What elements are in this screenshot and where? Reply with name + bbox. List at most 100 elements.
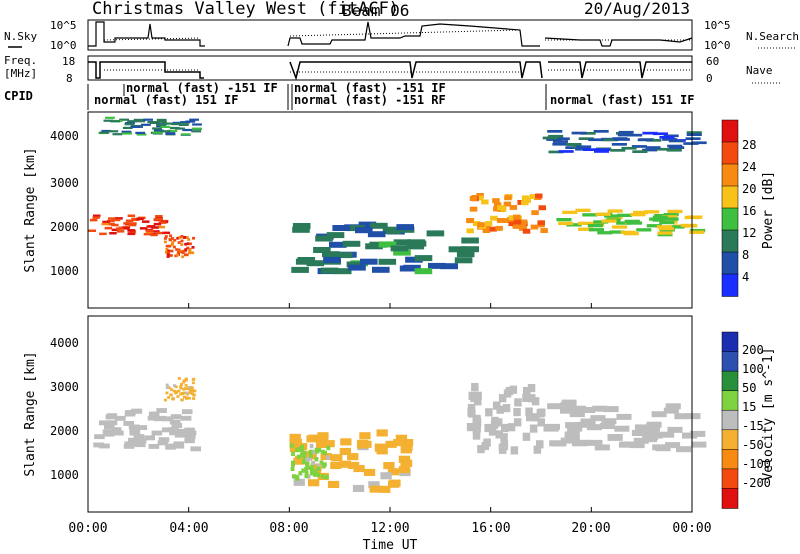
power-cell-3 xyxy=(454,257,473,264)
velocity-cell-4 xyxy=(503,389,512,398)
power-cell-5 xyxy=(577,221,593,225)
power-cell-0 xyxy=(132,218,140,221)
power-cell-5 xyxy=(630,213,646,217)
freq-strip-frame xyxy=(87,55,693,81)
power-cell-2 xyxy=(160,125,171,128)
power-cell-4 xyxy=(521,195,530,201)
power-cell-4 xyxy=(529,194,538,199)
power-cell-4 xyxy=(493,206,501,212)
velocity-cell-3 xyxy=(319,460,324,465)
power-cell-6 xyxy=(610,149,626,152)
power-cell-6 xyxy=(691,141,707,145)
velocity-cell-0 xyxy=(133,434,145,439)
power-cell-5 xyxy=(556,218,572,222)
velocity-cell-2 xyxy=(376,429,388,437)
power-cell-0 xyxy=(122,227,130,230)
power-cell-0 xyxy=(111,223,119,227)
power-cell-1 xyxy=(181,250,185,254)
power-cell-2 xyxy=(135,120,146,123)
power-cell-0 xyxy=(128,223,137,227)
velocity-cell-0 xyxy=(110,427,122,433)
time-tick-0800: 08:00 xyxy=(269,521,308,536)
nave-tick-high: 60 xyxy=(706,55,719,68)
power-cell-6 xyxy=(588,138,604,142)
velocity-cell-2 xyxy=(315,440,328,448)
velocity-cell-2 xyxy=(395,434,408,442)
velocity-cell-3 xyxy=(302,450,307,455)
velocity-cell-5 xyxy=(560,407,576,414)
power-cell-1 xyxy=(177,241,181,244)
power-cell-1 xyxy=(173,238,177,242)
power-cbar-label: Power [dB] xyxy=(761,171,776,249)
velocity-cell-1 xyxy=(191,388,195,392)
power-cell-2 xyxy=(121,130,132,133)
power-cell-2 xyxy=(167,129,178,132)
velocity-cell-5 xyxy=(651,411,667,418)
power-cell-0 xyxy=(129,222,137,225)
power-cell-1 xyxy=(180,243,184,246)
power-cell-5 xyxy=(612,225,628,229)
velocity-cell-4 xyxy=(537,418,545,427)
velocity-cell-4 xyxy=(502,404,511,413)
noise-strip-frame xyxy=(87,19,693,51)
power-cell-6 xyxy=(627,133,643,137)
velocity-cell-1 xyxy=(173,384,176,387)
power-cell-4 xyxy=(537,220,545,226)
velocity-colorbar-step-4 xyxy=(721,409,739,431)
power-cell-0 xyxy=(101,222,109,226)
time-tick-2000: 20:00 xyxy=(571,521,610,536)
power-cell-6 xyxy=(547,130,563,133)
velocity-cell-2 xyxy=(368,481,380,489)
power-cell-0 xyxy=(107,219,115,223)
power-panel-frame xyxy=(87,111,693,309)
velocity-cell-1 xyxy=(174,385,178,389)
power-cell-1 xyxy=(192,236,195,240)
velocity-cell-4 xyxy=(466,423,475,432)
velocity-cell-0 xyxy=(170,414,182,420)
velocity-cell-2 xyxy=(387,468,400,476)
power-cell-2 xyxy=(124,123,135,126)
power-cell-6 xyxy=(632,150,648,153)
velocity-cell-4 xyxy=(467,403,476,413)
velocity-cell-1 xyxy=(188,386,192,389)
power-cell-3 xyxy=(332,225,350,231)
power-cell-3 xyxy=(390,245,409,252)
velocity-cell-1 xyxy=(167,396,171,399)
velocity-cell-5 xyxy=(676,446,692,453)
velocity-cell-2 xyxy=(357,439,369,447)
power-cell-0 xyxy=(104,226,113,230)
power-cell-2 xyxy=(136,133,147,136)
velocity-cell-1 xyxy=(179,392,183,396)
velocity-cell-0 xyxy=(105,414,117,420)
velocity-cell-1 xyxy=(174,390,178,393)
power-cell-2 xyxy=(122,132,132,135)
velocity-cell-0 xyxy=(173,441,184,447)
velocity-cell-0 xyxy=(178,428,190,434)
power-cell-1 xyxy=(188,242,192,246)
power-cell-2 xyxy=(160,130,171,133)
time-tick-2400: 00:00 xyxy=(672,521,711,536)
power-cell-1 xyxy=(187,238,191,241)
velocity-cell-0 xyxy=(185,433,196,439)
velocity-cell-1 xyxy=(192,393,196,397)
power-cell-5 xyxy=(582,213,598,217)
velocity-cell-0 xyxy=(123,421,134,426)
power-cell-1 xyxy=(165,244,169,248)
power-cell-5 xyxy=(663,213,679,217)
nsearch-tick-high: 10^5 xyxy=(704,19,731,32)
velocity-cell-0 xyxy=(184,427,195,433)
power-cell-6 xyxy=(683,142,699,145)
velocity-cell-3 xyxy=(326,455,330,460)
power-cell-2 xyxy=(153,129,164,132)
power-cell-5 xyxy=(656,225,672,229)
velocity-cell-0 xyxy=(151,430,163,436)
time-tick-0400: 04:00 xyxy=(169,521,208,536)
power-cell-1 xyxy=(163,240,167,244)
power-cell-2 xyxy=(122,126,133,129)
power-cell-3 xyxy=(448,246,467,253)
velocity-colorbar-step-7 xyxy=(721,468,739,490)
velocity-cell-0 xyxy=(93,442,104,448)
power-cell-4 xyxy=(490,215,498,221)
velocity-cell-0 xyxy=(161,427,173,433)
velocity-cell-4 xyxy=(500,433,508,442)
